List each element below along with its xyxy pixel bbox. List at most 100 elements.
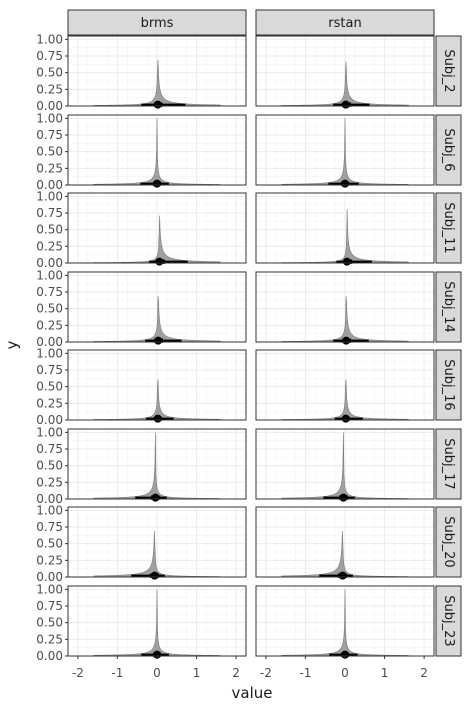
panel-Subj_17-rstan — [255, 428, 435, 502]
column-strip-label-brms: brms — [141, 16, 174, 31]
panel-border — [255, 349, 435, 421]
density-area — [93, 118, 221, 185]
row-strip-Subj_17 — [435, 428, 462, 500]
panel-Subj_2-rstan — [255, 35, 435, 109]
median-point — [341, 100, 350, 109]
density-area — [93, 530, 221, 577]
y-tick-label: 0.50 — [36, 302, 63, 316]
y-tick-label: 0.50 — [36, 380, 63, 394]
y-tick-label: 0.75 — [36, 128, 63, 142]
y-tick-label: 0.50 — [36, 616, 63, 630]
median-point — [153, 179, 161, 188]
median-point — [153, 100, 162, 109]
panel-Subj_20-brms: 0.00 0.25 0.50 0.75 1.00 — [36, 503, 247, 584]
density-area — [281, 589, 409, 656]
y-tick-label: 1.00 — [36, 32, 63, 46]
row-strip-Subj_2 — [435, 35, 462, 107]
panel-border — [255, 35, 435, 107]
y-tick-label: 1.00 — [36, 111, 63, 125]
x-tick-label: -2 — [260, 666, 272, 680]
median-point — [342, 336, 351, 345]
row-strip-label-Subj_14: Subj_14 — [441, 281, 456, 332]
row-strip-label-Subj_16: Subj_16 — [441, 359, 456, 410]
panel-border — [67, 35, 247, 107]
panel-Subj_6-rstan — [255, 114, 435, 188]
panel-border — [255, 271, 435, 343]
column-strip-rstan — [255, 9, 435, 36]
y-tick-label: 0.25 — [36, 318, 63, 332]
y-tick-label: 0.75 — [36, 206, 63, 220]
panel-Subj_6-brms: 0.00 0.25 0.50 0.75 1.00 — [36, 111, 247, 192]
row-strip-Subj_6 — [435, 114, 462, 186]
x-tick-label: -1 — [111, 666, 123, 680]
median-point — [151, 493, 160, 502]
y-tick-label: 1.00 — [36, 582, 63, 596]
density-area — [281, 61, 409, 106]
panel-Subj_17-brms: 0.00 0.25 0.50 0.75 1.00 — [36, 425, 247, 506]
density-area — [93, 589, 221, 656]
y-tick-label: 0.25 — [36, 396, 63, 410]
density-area — [281, 118, 409, 185]
panel-Subj_23-rstan — [255, 585, 435, 659]
y-tick-label: 1.00 — [36, 189, 63, 203]
median-point — [338, 571, 347, 580]
median-point — [342, 257, 351, 266]
x-axis-title: value — [232, 684, 273, 702]
y-tick-label: 0.25 — [36, 553, 63, 567]
column-strip-label-rstan: rstan — [328, 16, 361, 31]
density-area — [281, 209, 409, 263]
density-area — [93, 379, 221, 420]
y-tick-label: 0.75 — [36, 599, 63, 613]
y-tick-label: 0.25 — [36, 475, 63, 489]
y-tick-label: 0.50 — [36, 145, 63, 159]
y-tick-label: 0.00 — [36, 99, 63, 113]
density-area — [281, 379, 409, 420]
panel-border — [67, 192, 247, 264]
row-strip-label-Subj_11: Subj_11 — [441, 202, 456, 253]
median-point — [154, 336, 163, 345]
y-tick-label: 0.00 — [36, 178, 63, 192]
density-area — [93, 59, 221, 106]
y-tick-label: 0.00 — [36, 335, 63, 349]
panel-Subj_16-brms: 0.00 0.25 0.50 0.75 1.00 — [36, 346, 247, 427]
median-point — [153, 414, 162, 423]
y-tick-label: 0.25 — [36, 632, 63, 646]
panel-border — [67, 506, 247, 578]
panel-Subj_20-rstan — [255, 506, 435, 580]
y-tick-label: 0.75 — [36, 442, 63, 456]
y-tick-label: 1.00 — [36, 425, 63, 439]
density-area — [93, 215, 221, 263]
y-tick-label: 1.00 — [36, 268, 63, 282]
median-point — [150, 571, 159, 580]
y-tick-label: 0.25 — [36, 161, 63, 175]
panel-border — [255, 506, 435, 578]
y-axis-title: y — [3, 340, 21, 349]
y-tick-label: 0.50 — [36, 66, 63, 80]
panel-border — [67, 271, 247, 343]
x-tick-label: -2 — [72, 666, 84, 680]
median-point — [341, 414, 350, 423]
y-tick-label: 1.00 — [36, 346, 63, 360]
panel-Subj_11-rstan — [255, 192, 435, 266]
row-strip-Subj_14 — [435, 271, 462, 343]
panel-Subj_14-brms: 0.00 0.25 0.50 0.75 1.00 — [36, 268, 247, 349]
y-tick-label: 0.50 — [36, 459, 63, 473]
density-area — [281, 295, 409, 342]
x-tick-label: 0 — [153, 666, 161, 680]
panel-border — [67, 428, 247, 500]
median-point — [155, 257, 164, 266]
x-tick-label: 0 — [341, 666, 349, 680]
panel-border — [255, 428, 435, 500]
density-area — [93, 432, 221, 499]
median-point — [153, 650, 161, 659]
median-point — [341, 650, 349, 659]
y-tick-label: 0.75 — [36, 285, 63, 299]
x-tick-label: 1 — [193, 666, 201, 680]
y-tick-label: 0.00 — [36, 649, 63, 663]
median-point — [339, 493, 348, 502]
x-tick-label: 2 — [232, 666, 240, 680]
panel-Subj_2-brms: 0.00 0.25 0.50 0.75 1.00 — [36, 32, 247, 113]
row-strip-Subj_20 — [435, 506, 462, 578]
y-tick-label: 1.00 — [36, 503, 63, 517]
